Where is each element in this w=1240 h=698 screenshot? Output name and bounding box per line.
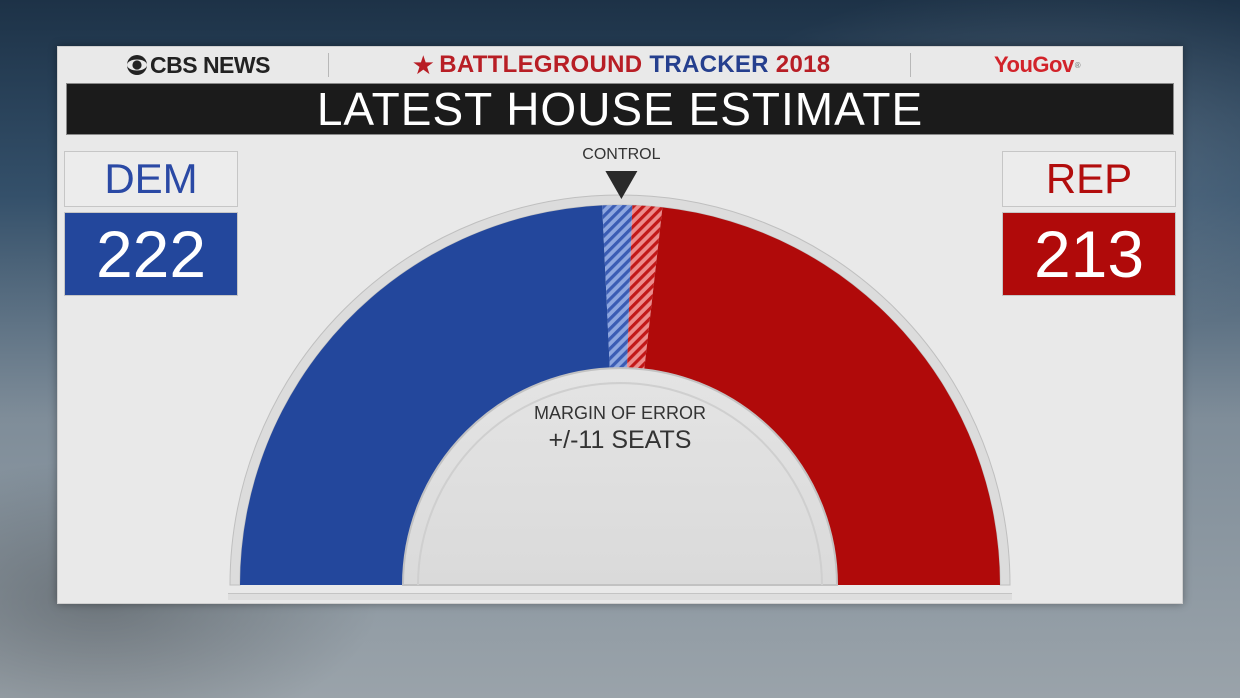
margin-value: +/-11 SEATS xyxy=(549,426,692,454)
house-seat-gauge: CONTROL MARGIN OF ERROR +/-11 SEATS xyxy=(229,146,1011,586)
dem-label-box: DEM xyxy=(64,151,238,207)
registered-mark: ® xyxy=(1074,60,1081,70)
tracker-year: 2018 xyxy=(775,51,831,78)
gauge-base xyxy=(228,593,1012,600)
dem-band xyxy=(240,205,610,585)
header-divider xyxy=(328,53,329,77)
network-name: CBS NEWS xyxy=(150,51,270,78)
header-bar: CBS NEWS ★ BATTLEGROUND TRACKER 2018 You… xyxy=(58,47,1182,81)
rep-seat-count: 213 xyxy=(1033,217,1145,291)
title-bar: LATEST HOUSE ESTIMATE xyxy=(66,83,1174,135)
control-label: CONTROL xyxy=(582,146,660,163)
cbs-eye-icon xyxy=(127,55,147,75)
dem-seat-box: 222 xyxy=(64,212,238,296)
rep-label: REP xyxy=(1045,155,1133,202)
gauge-inner-hub xyxy=(401,367,839,586)
graphic-panel: CBS NEWS ★ BATTLEGROUND TRACKER 2018 You… xyxy=(57,46,1183,604)
margin-label: MARGIN OF ERROR xyxy=(534,403,706,423)
dem-label: DEM xyxy=(104,155,198,202)
rep-seat-box: 213 xyxy=(1002,212,1176,296)
rep-label-box: REP xyxy=(1002,151,1176,207)
rep-band xyxy=(644,207,1000,585)
dem-margin-band xyxy=(602,205,633,369)
cbs-news-logo: CBS NEWS xyxy=(126,52,270,78)
partner-name: YouGov xyxy=(994,52,1074,77)
rep-margin-band xyxy=(627,205,663,370)
dem-seat-count: 222 xyxy=(95,217,207,291)
star-icon: ★ xyxy=(411,49,436,80)
header-divider xyxy=(910,53,911,77)
yougov-logo: YouGov ® xyxy=(994,52,1081,78)
tracker-word-1: BATTLEGROUND xyxy=(439,51,643,78)
control-marker xyxy=(605,171,638,200)
chart-title: LATEST HOUSE ESTIMATE xyxy=(316,83,924,135)
tracker-word-2: TRACKER xyxy=(649,51,769,78)
battleground-tracker-logo: ★ BATTLEGROUND TRACKER 2018 xyxy=(386,49,856,80)
